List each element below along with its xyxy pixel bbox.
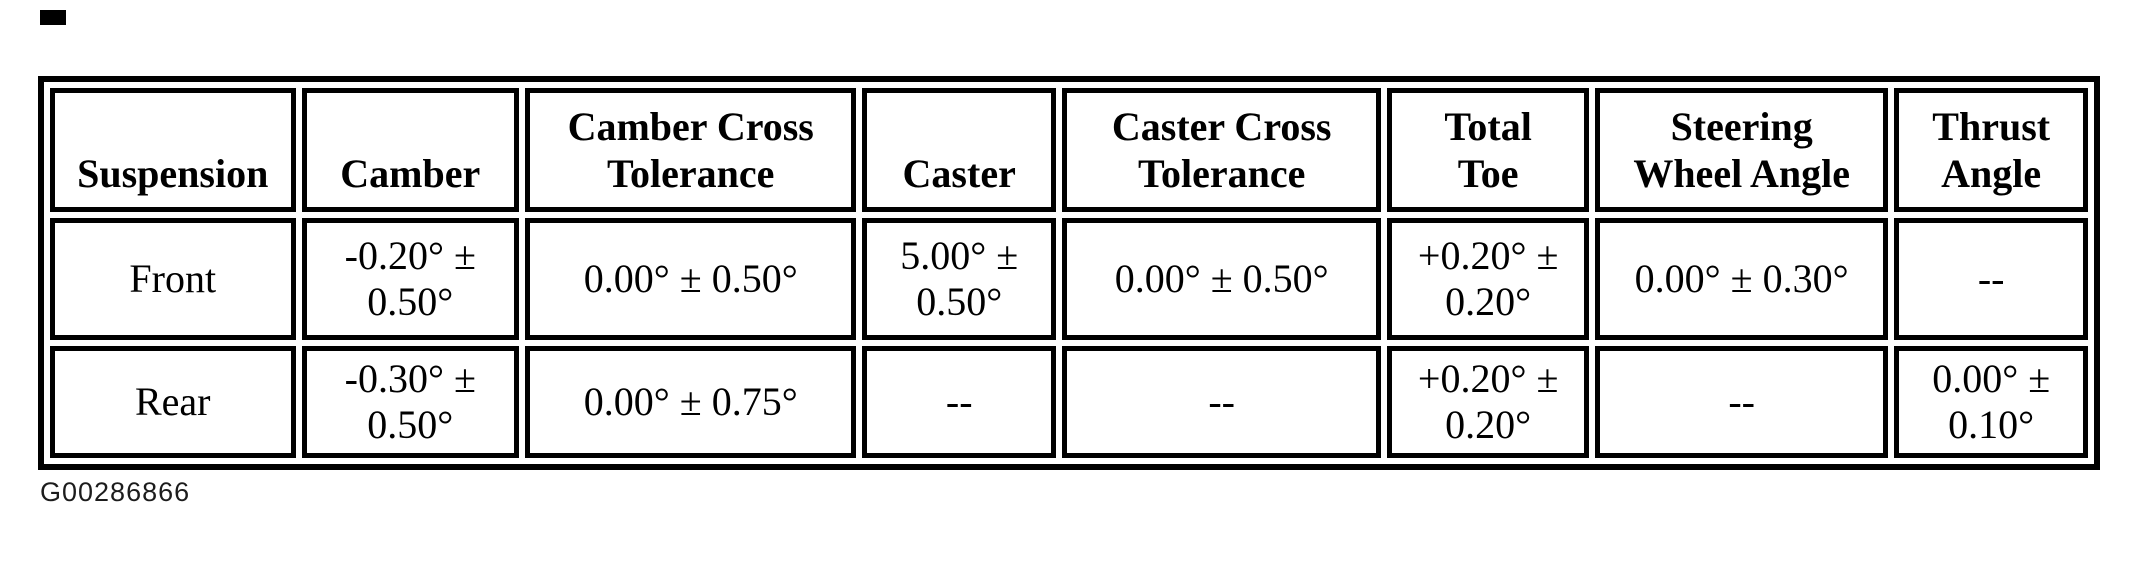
cell-value: 0.00° ± 0.75° <box>583 378 798 424</box>
cell-value: 0.00° ± 0.50° <box>583 255 798 301</box>
header-label: Toe <box>1457 150 1519 196</box>
cell-value: 5.00° ± <box>900 232 1019 278</box>
header-cell-steering-wheel-angle: Steering Wheel Angle <box>1594 88 1889 212</box>
cell-rear-suspension: Rear <box>50 346 296 458</box>
header-label: Steering <box>1670 104 1813 150</box>
cell-front-camber-cross-tolerance: 0.00° ± 0.50° <box>525 218 857 340</box>
header-label: Wheel Angle <box>1633 150 1850 196</box>
header-cell-camber: Camber <box>301 88 520 212</box>
cell-value: -- <box>945 378 973 424</box>
cell-value: 0.50° <box>367 402 454 447</box>
figure-id-caption: G00286866 <box>40 477 191 507</box>
cell-rear-steering-wheel-angle: -- <box>1594 346 1889 458</box>
header-cell-total-toe: Total Toe <box>1387 88 1589 212</box>
cell-value: +0.20° ± <box>1417 355 1559 401</box>
cell-rear-camber: -0.30° ±0.50° <box>301 346 520 458</box>
header-label: Total <box>1444 104 1532 150</box>
cell-value: 0.50° <box>367 279 454 324</box>
alignment-specs-table: Suspension Camber Camber Cross Tolerance … <box>38 76 2100 470</box>
cell-rear-caster-cross-tolerance: -- <box>1062 346 1382 458</box>
cell-value: -- <box>1728 378 1755 424</box>
header-cell-thrust-angle: Thrust Angle <box>1894 88 2088 212</box>
cell-front-steering-wheel-angle: 0.00° ± 0.30° <box>1594 218 1889 340</box>
header-label: Tolerance <box>607 150 775 196</box>
cell-value: -- <box>1977 255 2005 301</box>
table-row-front: Front -0.20° ±0.50° 0.00° ± 0.50° 5.00° … <box>50 218 2088 340</box>
cell-front-caster-cross-tolerance: 0.00° ± 0.50° <box>1062 218 1382 340</box>
header-label: Angle <box>1941 150 2042 196</box>
cell-value: -0.20° ± <box>344 232 476 278</box>
cell-value: 0.20° <box>1445 279 1532 324</box>
header-label: Tolerance <box>1137 150 1306 196</box>
header-label: Suspension <box>77 150 269 196</box>
header-cell-caster-cross-tolerance: Caster Cross Tolerance <box>1062 88 1382 212</box>
header-label: Camber Cross <box>567 104 814 150</box>
cell-value: 0.50° <box>916 279 1003 324</box>
cell-rear-camber-cross-tolerance: 0.00° ± 0.75° <box>525 346 857 458</box>
cell-rear-thrust-angle: 0.00° ±0.10° <box>1894 346 2088 458</box>
cell-front-suspension: Front <box>50 218 296 340</box>
cell-value: 0.20° <box>1445 402 1532 447</box>
cell-value: 0.00° ± 0.50° <box>1114 255 1329 301</box>
table-row-rear: Rear -0.30° ±0.50° 0.00° ± 0.75° -- -- +… <box>50 346 2088 458</box>
cell-front-caster: 5.00° ±0.50° <box>862 218 1056 340</box>
header-label: Caster Cross <box>1111 104 1332 150</box>
cell-value: Front <box>129 255 217 301</box>
header-cell-caster: Caster <box>862 88 1056 212</box>
cell-value: Rear <box>134 378 211 424</box>
table-header-row: Suspension Camber Camber Cross Tolerance … <box>50 88 2088 212</box>
cell-value: -0.30° ± <box>344 355 476 401</box>
cell-value: 0.00° ± <box>1932 355 2051 401</box>
scan-artifact-mark <box>40 10 66 25</box>
header-cell-camber-cross-tolerance: Camber Cross Tolerance <box>525 88 857 212</box>
cell-rear-caster: -- <box>862 346 1056 458</box>
cell-rear-total-toe: +0.20° ±0.20° <box>1387 346 1589 458</box>
header-cell-suspension: Suspension <box>50 88 296 212</box>
cell-value: 0.00° ± 0.30° <box>1634 255 1849 301</box>
cell-front-camber: -0.20° ±0.50° <box>301 218 520 340</box>
cell-value: -- <box>1208 378 1235 424</box>
cell-value: +0.20° ± <box>1417 232 1559 278</box>
cell-front-thrust-angle: -- <box>1894 218 2088 340</box>
cell-value: 0.10° <box>1948 402 2035 447</box>
cell-front-total-toe: +0.20° ±0.20° <box>1387 218 1589 340</box>
header-label: Camber <box>340 150 481 196</box>
header-label: Caster <box>902 150 1016 196</box>
header-label: Thrust <box>1932 104 2051 150</box>
